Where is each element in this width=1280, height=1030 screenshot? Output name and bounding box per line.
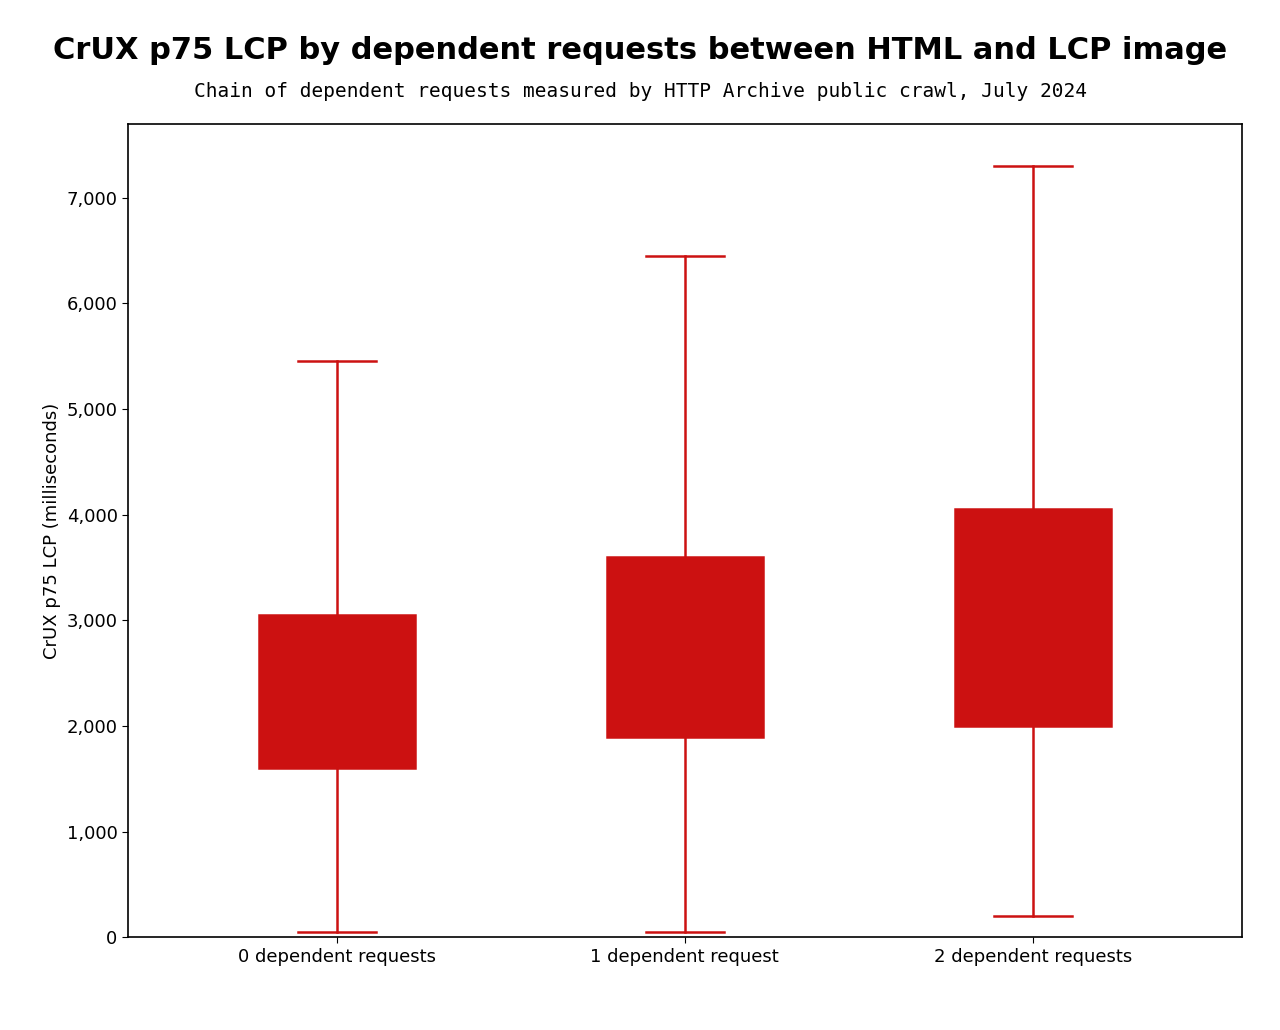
Text: Chain of dependent requests measured by HTTP Archive public crawl, July 2024: Chain of dependent requests measured by … <box>193 82 1087 101</box>
Y-axis label: CrUX p75 LCP (milliseconds): CrUX p75 LCP (milliseconds) <box>44 403 61 658</box>
PathPatch shape <box>259 615 415 768</box>
Text: CrUX p75 LCP by dependent requests between HTML and LCP image: CrUX p75 LCP by dependent requests betwe… <box>52 36 1228 65</box>
PathPatch shape <box>607 557 763 736</box>
PathPatch shape <box>955 509 1111 726</box>
